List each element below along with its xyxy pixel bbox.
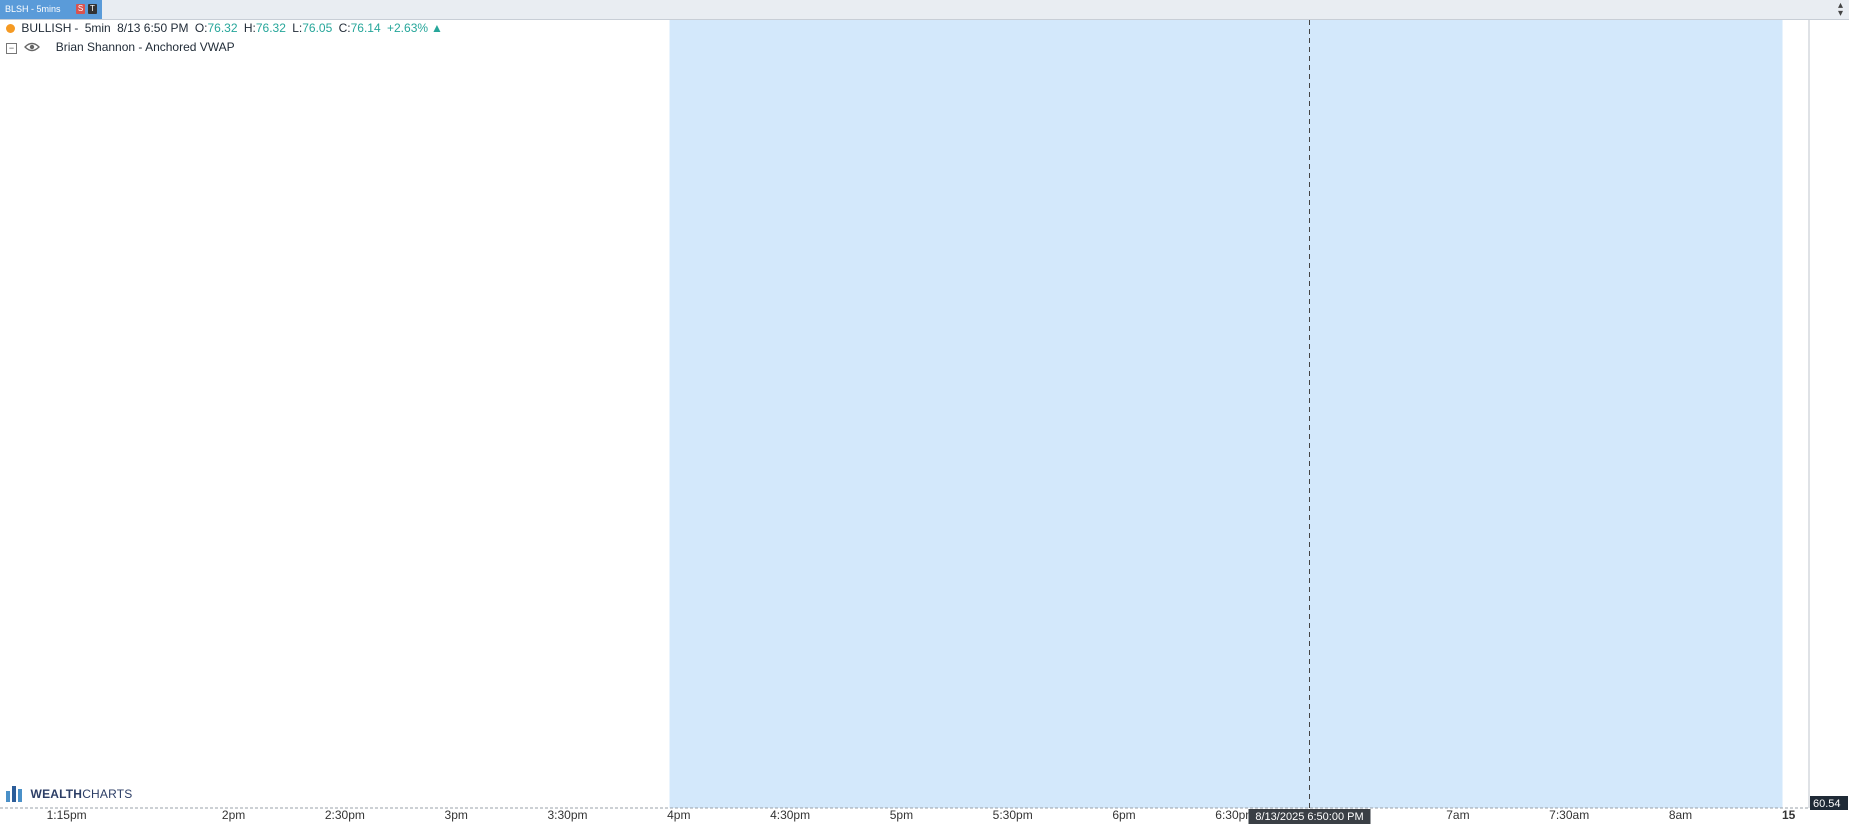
legend-low: 76.05 — [302, 21, 333, 35]
eye-icon[interactable] — [24, 42, 41, 52]
logo-text-rest: CHARTS — [82, 787, 133, 801]
legend-high: 76.32 — [255, 21, 286, 35]
time-tick-label: 6pm — [1112, 808, 1135, 822]
bottom-price-label: 60.54 — [1813, 798, 1841, 810]
tab-badge-s[interactable]: S — [76, 4, 85, 14]
legend-open: 76.32 — [207, 21, 238, 35]
ohlc-legend: BULLISH - 5min 8/13 6:50 PM O:76.32 H:76.… — [6, 21, 446, 35]
time-tick-label: 3pm — [445, 808, 468, 822]
legend-low-label: L: — [292, 21, 303, 35]
time-tick-label: 4pm — [667, 808, 690, 822]
chart-area[interactable]: 125.00120.00115.00110.00105.00100.0095.0… — [0, 20, 1849, 829]
time-tick-label: 3:30pm — [547, 808, 587, 822]
time-tick-label: 6:30pm — [1215, 808, 1255, 822]
collapse-icon[interactable]: − — [6, 43, 17, 54]
chart-svg[interactable]: 125.00120.00115.00110.00105.00100.0095.0… — [0, 20, 1849, 824]
legend-open-label: O: — [194, 21, 208, 35]
legend-close-label: C: — [338, 21, 351, 35]
time-tick-label: 5:30pm — [993, 808, 1033, 822]
time-tick-label: 2pm — [222, 808, 245, 822]
legend-datetime: 8/13 6:50 PM — [117, 21, 189, 35]
legend-interval: 5min — [84, 21, 111, 35]
tab-scroll-icon[interactable]: ▴ ▾ — [1837, 0, 1843, 19]
price-axis-background — [1809, 20, 1849, 824]
bottom-price-badge — [1810, 796, 1848, 810]
tab-label: BLSH - 5mins — [5, 4, 61, 14]
time-tick-label: 4:30pm — [770, 808, 810, 822]
tab-bar: BLSH - 5mins S T ▴ ▾ — [0, 0, 1849, 20]
tab-badge-t[interactable]: T — [88, 4, 97, 14]
tab-blsh[interactable]: BLSH - 5mins — [0, 0, 102, 19]
crosshair-time-label: 8/13/2025 6:50:00 PM — [1255, 811, 1363, 823]
legend-high-label: H: — [243, 21, 256, 35]
time-tick-label: 8am — [1669, 808, 1692, 822]
wealthcharts-logo: WEALTHCHARTS — [5, 783, 133, 805]
time-tick-label: 5pm — [890, 808, 913, 822]
legend-change: +2.63% — [387, 21, 429, 35]
extended-session-shading — [669, 20, 1783, 808]
indicator-legend: − Brian Shannon - Anchored VWAP — [6, 40, 235, 54]
logo-icon — [6, 786, 22, 802]
crosshair-time-badge — [1248, 809, 1371, 824]
time-tick-label: 2:30pm — [325, 808, 365, 822]
logo-text-bold: WEALTH — [30, 787, 83, 801]
symbol-dot-icon — [6, 24, 15, 33]
indicator-name: Brian Shannon - Anchored VWAP — [55, 40, 235, 54]
time-tick-label: 1:15pm — [47, 808, 87, 822]
time-tick-label: 7am — [1446, 808, 1469, 822]
time-tick-label: 7:30am — [1549, 808, 1589, 822]
legend-close: 76.14 — [350, 21, 381, 35]
time-corner-label: 15 — [1782, 808, 1796, 822]
change-up-icon: ▲ — [431, 21, 443, 35]
legend-symbol: BULLISH — [21, 21, 72, 35]
